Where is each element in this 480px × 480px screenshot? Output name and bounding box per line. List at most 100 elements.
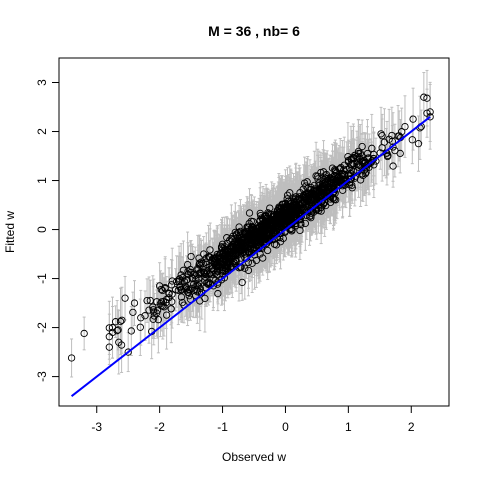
data-point: [214, 267, 222, 276]
data-point: [391, 146, 399, 155]
data-point: [167, 281, 176, 289]
data-point: [408, 136, 416, 144]
data-point: [195, 260, 203, 269]
data-point: [232, 255, 240, 263]
data-point: [177, 293, 186, 301]
data-point: [317, 204, 325, 212]
data-point: [349, 167, 358, 176]
data-point: [247, 217, 255, 225]
data-point: [331, 165, 339, 174]
data-point: [283, 204, 291, 212]
data-point: [167, 305, 175, 313]
data-point: [322, 170, 331, 179]
data-point: [137, 314, 145, 322]
data-point: [117, 341, 126, 349]
data-point: [295, 193, 303, 201]
data-point: [129, 308, 137, 316]
data-point: [245, 209, 254, 217]
data-point: [318, 180, 327, 188]
data-point: [361, 170, 370, 178]
data-point: [358, 142, 366, 151]
data-point: [245, 249, 253, 257]
data-point: [329, 194, 338, 202]
data-point: [187, 252, 195, 261]
data-point: [330, 181, 338, 189]
data-point: [291, 208, 299, 216]
data-point: [426, 108, 434, 116]
data-point: [231, 228, 239, 236]
data-point: [248, 227, 257, 235]
data-point: [157, 302, 165, 310]
data-point: [248, 259, 256, 267]
data-point: [388, 131, 396, 140]
data-point: [303, 178, 311, 186]
data-point: [222, 256, 230, 264]
data-point: [293, 203, 301, 211]
data-point: [364, 160, 372, 168]
y-axis-label: Fitted w: [3, 211, 17, 253]
data-point: [143, 296, 151, 305]
data-point: [378, 144, 386, 152]
data-point: [274, 211, 283, 219]
data-point: [127, 327, 135, 335]
data-point: [130, 299, 139, 307]
data-point: [257, 235, 265, 243]
y-axis-ticks: -3 -2 -1 0 1 2 3: [35, 79, 59, 382]
data-point: [263, 223, 271, 231]
data-point: [178, 298, 187, 307]
data-point: [344, 152, 352, 161]
data-point: [314, 175, 322, 183]
data-point: [312, 193, 320, 201]
y-tick-label: 3: [35, 79, 49, 86]
data-point: [236, 227, 245, 236]
data-point: [344, 158, 353, 166]
data-point: [141, 312, 149, 320]
data-point: [150, 308, 158, 316]
data-point: [213, 270, 221, 279]
x-tick-label: -3: [91, 420, 102, 434]
data-point: [383, 152, 392, 161]
x-tick-label: 1: [345, 420, 352, 434]
data-point: [285, 206, 293, 214]
data-point: [261, 227, 269, 235]
data-point: [353, 152, 361, 160]
data-point: [202, 258, 210, 266]
y-tick-label: 1: [35, 177, 49, 184]
data-point: [200, 269, 208, 277]
data-point: [221, 246, 229, 254]
data-point: [303, 195, 311, 203]
data-point: [207, 265, 216, 273]
data-point: [165, 294, 173, 302]
data-point: [370, 150, 378, 159]
data-point: [414, 139, 423, 148]
data-point: [211, 258, 220, 267]
plot-frame: [58, 57, 450, 407]
x-axis-label: Observed w: [222, 450, 286, 464]
data-point: [395, 132, 403, 140]
data-point: [293, 201, 301, 209]
data-point: [235, 234, 243, 243]
x-tick-label: -1: [217, 420, 228, 434]
data-point: [219, 260, 227, 268]
y-tick-label: -1: [35, 273, 49, 284]
x-tick-label: 2: [408, 420, 415, 434]
data-point: [181, 282, 189, 291]
data-point: [205, 253, 214, 261]
data-point: [253, 237, 261, 245]
data-point: [228, 236, 236, 244]
data-point: [241, 250, 249, 258]
y-tick-label: 0: [35, 226, 49, 233]
y-tick-label: 2: [35, 128, 49, 135]
data-point: [113, 327, 121, 335]
data-point: [157, 285, 165, 294]
data-point: [281, 199, 290, 207]
data-point: [378, 132, 386, 140]
data-point: [259, 254, 267, 262]
data-point: [301, 219, 309, 228]
data-point: [105, 343, 113, 351]
data-point: [202, 260, 210, 268]
data-point: [263, 246, 272, 255]
y-tick-label: -3: [35, 371, 49, 382]
y-tick-label: -2: [35, 322, 49, 333]
data-point: [252, 228, 261, 237]
